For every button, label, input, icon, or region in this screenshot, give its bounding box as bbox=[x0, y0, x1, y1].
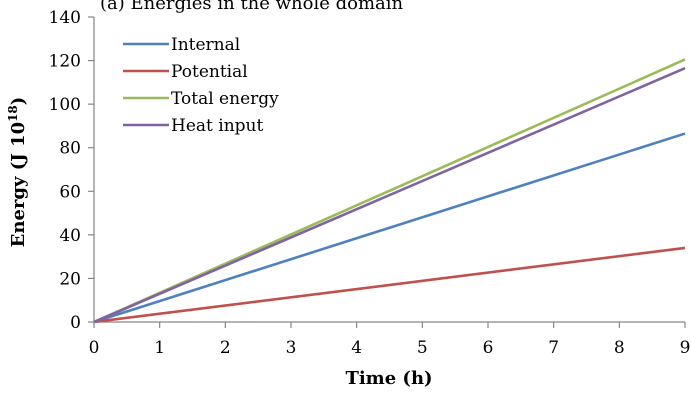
y-tick-label: 140 bbox=[49, 8, 81, 28]
y-axis-title: Energy (J 1018) bbox=[6, 97, 29, 248]
x-tick-label: 4 bbox=[351, 338, 362, 358]
y-axis-title-main: Energy (J 10 bbox=[8, 122, 29, 247]
series-line-heat-input bbox=[93, 67, 686, 324]
legend: Internal Potential Total energy Heat input bbox=[123, 35, 279, 136]
series-group bbox=[93, 58, 686, 324]
y-tick-label: 60 bbox=[59, 182, 81, 202]
chart-caption: (a) Energies in the whole domain bbox=[100, 0, 404, 14]
y-axis-title-end: ) bbox=[8, 97, 29, 106]
legend-label: Internal bbox=[171, 35, 240, 55]
x-tick-label: 9 bbox=[680, 338, 691, 358]
legend-label: Potential bbox=[171, 62, 248, 82]
y-tick-label: 100 bbox=[49, 95, 81, 115]
y-tick-label: 0 bbox=[70, 313, 81, 333]
x-tick-label: 1 bbox=[154, 338, 165, 358]
legend-label: Total energy bbox=[171, 89, 279, 109]
x-tick-group: 0 1 2 3 4 5 6 7 8 9 bbox=[89, 322, 691, 358]
x-tick-label: 6 bbox=[483, 338, 494, 358]
x-tick-label: 7 bbox=[548, 338, 559, 358]
series-line-internal bbox=[93, 132, 686, 324]
y-tick-label: 80 bbox=[59, 139, 81, 159]
y-tick-label: 40 bbox=[59, 226, 81, 246]
x-tick-label: 5 bbox=[417, 338, 428, 358]
x-axis-title: Time (h) bbox=[345, 368, 432, 389]
x-tick-label: 3 bbox=[286, 338, 297, 358]
series-line-total-energy bbox=[93, 58, 686, 324]
x-tick-label: 8 bbox=[614, 338, 625, 358]
legend-label: Heat input bbox=[171, 116, 263, 136]
x-tick-label: 0 bbox=[89, 338, 100, 358]
series-line-potential bbox=[93, 246, 686, 324]
y-axis-title-superscript: 18 bbox=[6, 105, 20, 122]
y-tick-label: 20 bbox=[59, 269, 81, 289]
y-tick-label: 120 bbox=[49, 52, 81, 72]
y-tick-group: 0 20 40 60 80 100 120 140 bbox=[49, 8, 94, 333]
x-tick-label: 2 bbox=[220, 338, 231, 358]
